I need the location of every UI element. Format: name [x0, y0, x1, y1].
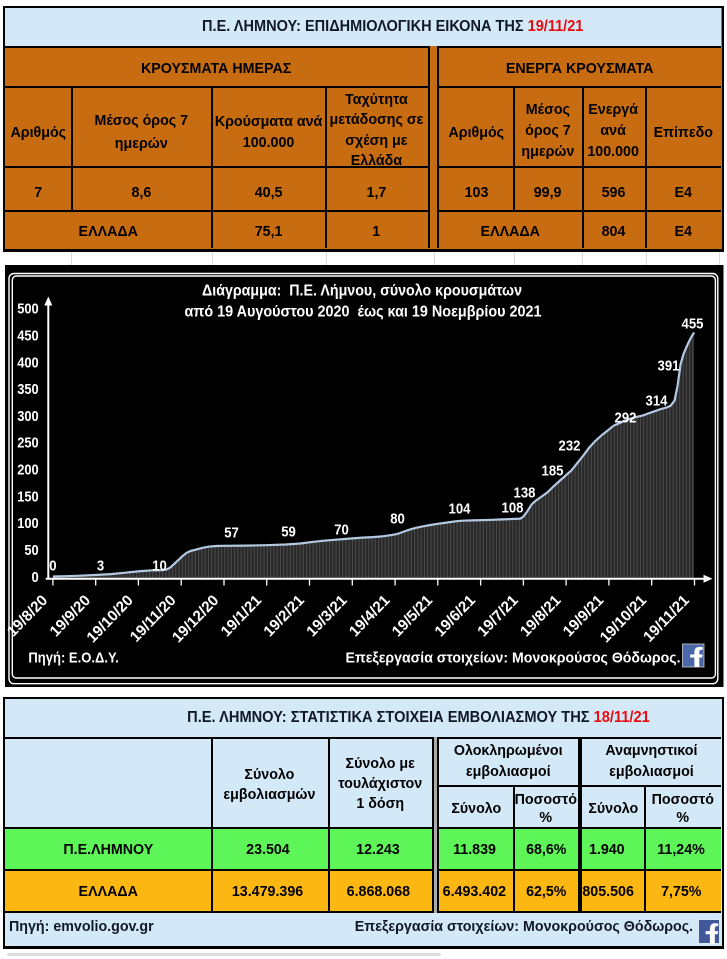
svg-text:0: 0 — [49, 557, 56, 574]
svg-text:70: 70 — [334, 521, 349, 538]
svg-text:500: 500 — [17, 301, 39, 318]
svg-text:Επεξεργασία στοιχείων: Μονοκρο: Επεξεργασία στοιχείων: Μονοκρούσος Θόδωρ… — [345, 650, 680, 667]
svg-text:200: 200 — [17, 462, 39, 479]
svg-text:από 19 Αυγούστου 2020 έως και: από 19 Αυγούστου 2020 έως και 19 Νοεμβρί… — [184, 304, 541, 321]
svg-text:Πηγή: Ε.Ο.Δ.Υ.: Πηγή: Ε.Ο.Δ.Υ. — [28, 650, 119, 667]
svg-text:400: 400 — [17, 354, 39, 371]
svg-text:138: 138 — [513, 484, 535, 501]
svg-text:150: 150 — [17, 488, 39, 505]
svg-text:104: 104 — [448, 500, 470, 517]
svg-text:350: 350 — [17, 381, 39, 398]
svg-text:3: 3 — [96, 557, 103, 574]
svg-text:50: 50 — [24, 542, 38, 559]
svg-text:57: 57 — [224, 524, 239, 541]
svg-text:292: 292 — [614, 409, 636, 426]
svg-text:450: 450 — [17, 327, 39, 344]
svg-text:10: 10 — [152, 557, 167, 574]
svg-text:314: 314 — [645, 392, 667, 409]
svg-text:Διάγραμμα: Π.Ε. Λήμνου, σύνολ: Διάγραμμα: Π.Ε. Λήμνου, σύνολο κρουσμάτω… — [202, 283, 522, 300]
svg-text:108: 108 — [501, 499, 523, 516]
svg-text:300: 300 — [17, 408, 39, 425]
svg-text:232: 232 — [558, 437, 580, 454]
svg-text:455: 455 — [681, 315, 703, 332]
svg-text:59: 59 — [281, 523, 296, 540]
svg-text:100: 100 — [17, 515, 39, 532]
svg-text:0: 0 — [31, 569, 38, 586]
svg-text:250: 250 — [17, 435, 39, 452]
svg-text:80: 80 — [390, 510, 405, 527]
svg-text:391: 391 — [657, 357, 679, 374]
svg-text:185: 185 — [541, 462, 563, 479]
